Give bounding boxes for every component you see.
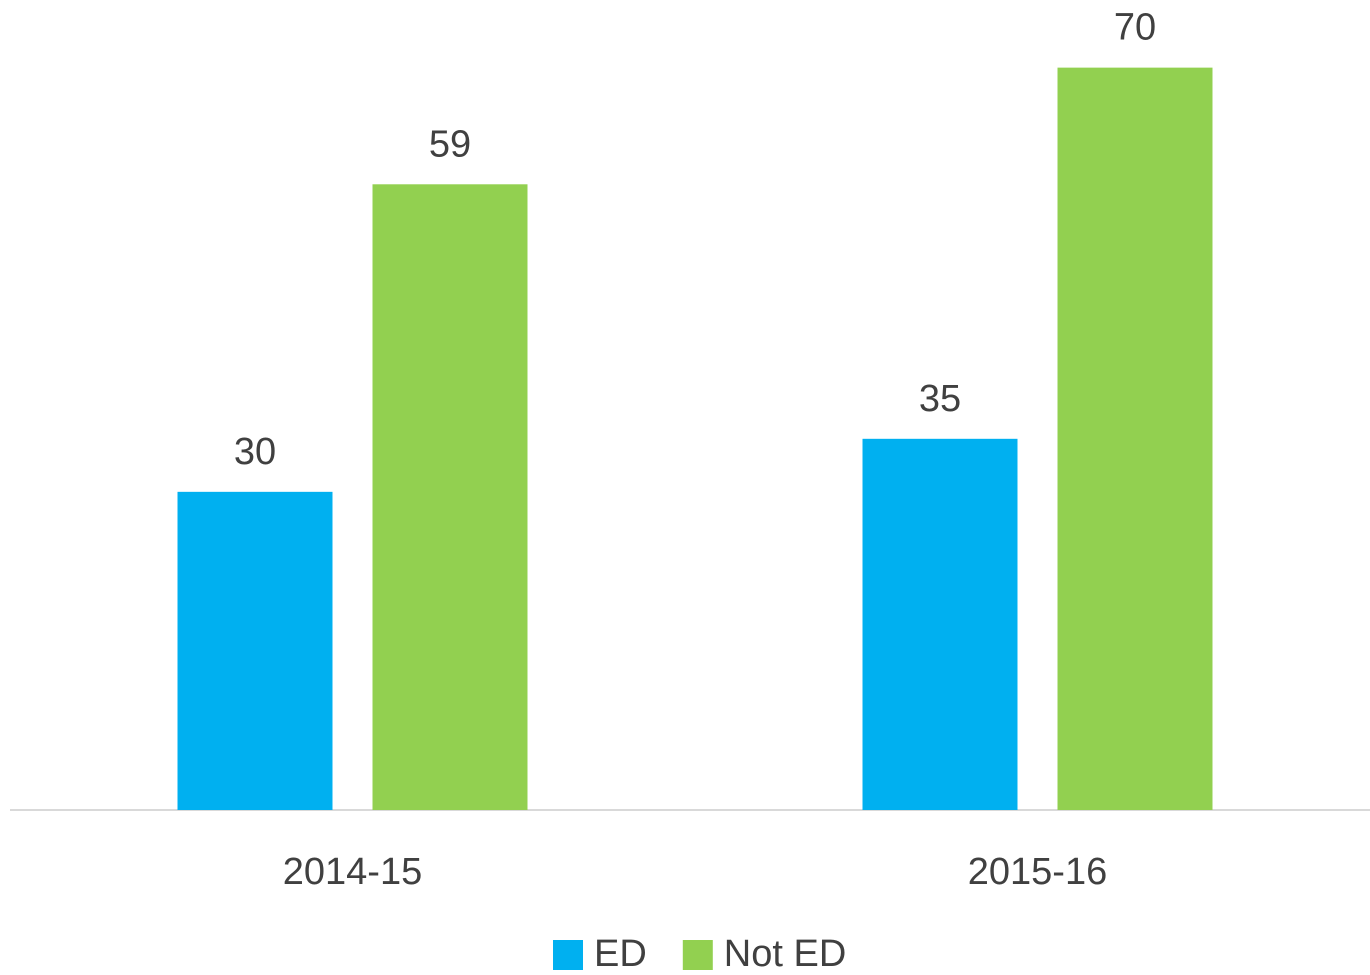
bar [862, 438, 1018, 810]
bar [177, 491, 333, 810]
legend-swatch [553, 940, 583, 970]
legend-label: ED [594, 933, 647, 975]
data-label: 59 [429, 123, 471, 165]
bar [1057, 67, 1213, 810]
legend: ED Not ED [553, 933, 846, 975]
data-label: 30 [234, 431, 276, 473]
data-label: 35 [919, 378, 961, 420]
x-tick-label: 2015-16 [968, 851, 1107, 893]
x-tick-label: 2014-15 [283, 851, 422, 893]
data-label: 70 [1114, 7, 1156, 49]
legend-label: Not ED [724, 933, 846, 975]
bar [372, 184, 528, 810]
legend-swatch [682, 940, 713, 970]
